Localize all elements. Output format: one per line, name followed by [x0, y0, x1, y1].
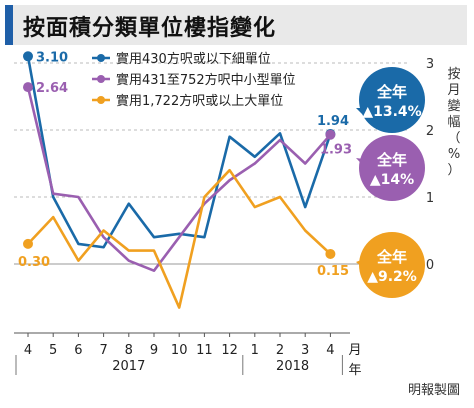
legend-label: 實用430方呎或以下細單位 — [116, 51, 271, 67]
x-tick-label: 7 — [99, 343, 107, 358]
x-tick-label: 8 — [125, 343, 133, 358]
x-tick-label: 9 — [150, 343, 158, 358]
data-label: 1.94 — [317, 114, 349, 129]
x-tick-label: 2 — [276, 343, 284, 358]
x-unit-label: 月年 — [348, 343, 361, 378]
data-label: 3.10 — [36, 50, 68, 65]
data-point — [23, 51, 33, 62]
y-tick-label: 0 — [426, 258, 434, 273]
year-label: 2017 — [112, 359, 145, 374]
badge-line2: ▲13.4% — [362, 104, 421, 120]
credit-label: 明報製圖 — [407, 383, 460, 398]
x-tick-label: 11 — [196, 343, 213, 358]
badge-line2: ▲14% — [370, 172, 414, 188]
x-tick-label: 3 — [301, 343, 309, 358]
x-tick-label: 4 — [326, 343, 334, 358]
y-tick-label: 2 — [426, 124, 434, 139]
y-axis-label: 按月變幅（%） — [447, 67, 460, 178]
badge-line2: ▲9.2% — [367, 269, 417, 285]
legend-label: 實用1,722方呎或以上大單位 — [116, 93, 283, 109]
data-point — [325, 248, 336, 259]
legend-swatch-dot — [97, 96, 105, 104]
chart-title: 按面積分類單位樓指變化 — [23, 16, 277, 41]
series-line — [26, 56, 332, 249]
badge-line1: 全年 — [376, 83, 407, 101]
x-tick-label: 10 — [171, 343, 188, 358]
data-point — [23, 238, 33, 249]
x-tick-label: 1 — [251, 343, 259, 358]
data-label: 0.30 — [18, 255, 50, 270]
x-tick-label: 5 — [49, 343, 57, 358]
title-accent — [5, 5, 13, 45]
series-line — [27, 168, 332, 309]
badge-line1: 全年 — [376, 248, 407, 266]
badge-line1: 全年 — [376, 151, 407, 169]
year-label: 2018 — [276, 359, 309, 374]
legend-swatch-dot — [97, 75, 105, 83]
title-bar: 按面積分類單位樓指變化 — [5, 5, 467, 45]
annual-change-badge — [359, 135, 425, 201]
legend-label: 實用431至752方呎中小型單位 — [116, 72, 296, 88]
data-point — [325, 129, 336, 140]
annual-change-badge — [359, 67, 425, 133]
y-tick-label: 3 — [426, 57, 434, 72]
data-label: 1.93 — [320, 143, 352, 158]
data-point — [23, 82, 33, 93]
y-tick-label: 1 — [426, 191, 434, 206]
annual-change-badge — [359, 232, 425, 298]
x-tick-label: 12 — [221, 343, 238, 358]
x-tick-label: 6 — [74, 343, 82, 358]
series-line — [26, 86, 332, 273]
data-label: 0.15 — [317, 264, 349, 279]
data-label: 2.64 — [36, 81, 68, 96]
legend-swatch-dot — [97, 54, 105, 62]
x-tick-label: 4 — [24, 343, 32, 358]
